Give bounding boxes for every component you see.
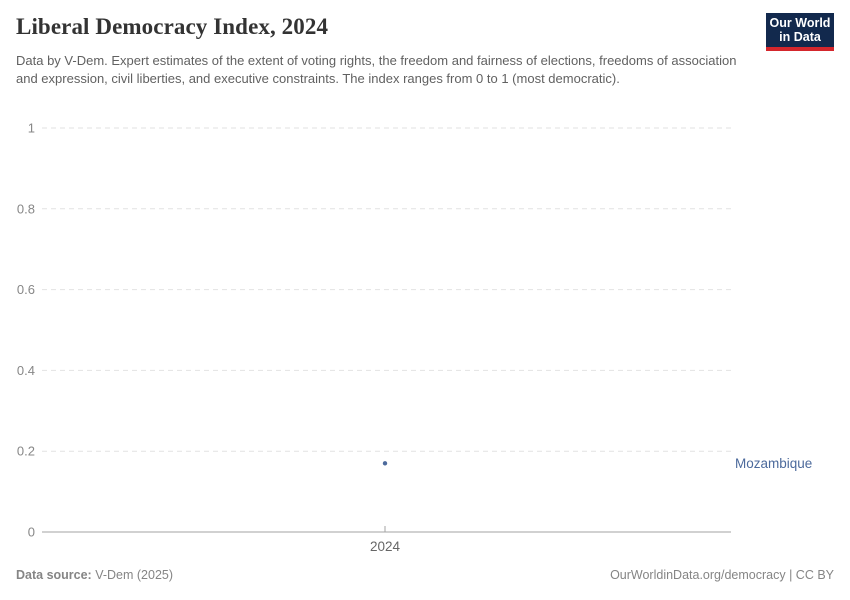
owid-logo-line2: in Data bbox=[779, 30, 821, 44]
chart-subtitle: Data by V-Dem. Expert estimates of the e… bbox=[16, 53, 737, 86]
y-axis-tick-label: 0.8 bbox=[17, 201, 35, 216]
owid-logo-accent-bar bbox=[766, 47, 834, 51]
data-point-mozambique[interactable] bbox=[382, 461, 388, 466]
owid-logo[interactable]: Our World in Data bbox=[766, 13, 834, 51]
y-axis-tick-label: 1 bbox=[28, 121, 35, 136]
data-source-value: V-Dem (2025) bbox=[91, 568, 174, 582]
credit-line[interactable]: OurWorldinData.org/democracy | CC BY bbox=[610, 568, 834, 582]
data-source-label: Data source: bbox=[16, 568, 92, 582]
y-axis-tick-label: 0 bbox=[28, 525, 35, 540]
entity-label-mozambique[interactable]: Mozambique bbox=[735, 456, 812, 471]
x-axis-tick-label: 2024 bbox=[370, 539, 401, 554]
owid-logo-line1: Our World bbox=[769, 15, 831, 30]
data-source: Data source: V-Dem (2025) bbox=[16, 568, 173, 582]
chart-footer: Data source: V-Dem (2025) OurWorldinData… bbox=[16, 568, 834, 582]
y-axis-tick-label: 0.2 bbox=[17, 444, 35, 459]
y-axis-tick-label: 0.6 bbox=[17, 282, 35, 297]
owid-logo-text: Our World in Data bbox=[766, 13, 834, 47]
chart-title: Liberal Democracy Index, 2024 bbox=[16, 14, 329, 39]
y-axis-tick-label: 0.4 bbox=[17, 363, 35, 378]
